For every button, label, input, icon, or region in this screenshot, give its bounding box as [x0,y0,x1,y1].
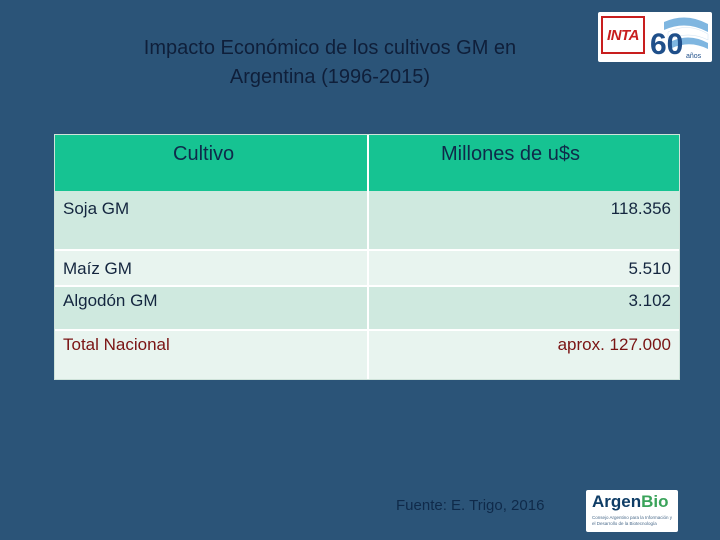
crop-name: Algodón GM [63,291,158,310]
table-header-row: Cultivo Millones de u$s [55,135,679,193]
argenbio-name-part1: Argen [592,492,642,511]
title-line-1: Impacto Económico de los cultivos GM en [143,37,517,59]
crop-name: Soja GM [63,199,130,218]
header-cell-crop: Cultivo [55,135,367,191]
total-label: Total Nacional [63,335,170,354]
inta-logo-box: INTA [601,16,645,54]
header-crop-label: Cultivo [173,143,235,165]
header-value-label: Millones de u$s [441,143,580,165]
crop-cell: Algodón GM [55,287,367,329]
crop-cell: Maíz GM [55,251,367,285]
total-value-cell: aprox. 127.000 [367,331,679,379]
total-value: aprox. 127.000 [557,335,671,354]
flag-stripe-top [664,17,708,32]
flag-stripe-middle [667,27,709,41]
header-cell-value: Millones de u$s [367,135,679,191]
argenbio-name-part2: Bio [641,492,669,511]
table-row: Maíz GM 5.510 [55,249,679,285]
argenbio-logo-name: ArgenBio [592,492,669,512]
source-citation: Fuente: E. Trigo, 2016 [396,497,545,514]
table-total-row: Total Nacional aprox. 127.000 [55,329,679,379]
crop-value: 5.510 [628,259,671,278]
argenbio-subtitle: Consejo Argentino para la Información y … [592,515,673,526]
crop-value: 3.102 [628,291,671,310]
value-cell: 3.102 [367,287,679,329]
crop-cell: Soja GM [55,191,367,249]
inta-logo-text: INTA [607,26,639,44]
economic-impact-table: Cultivo Millones de u$s Soja GM 118.356 … [54,134,680,380]
value-cell: 5.510 [367,251,679,285]
table-row: Algodón GM 3.102 [55,285,679,329]
anniversary-word: años [686,53,702,60]
crop-name: Maíz GM [63,259,132,278]
anniversary-number: 60 [650,28,683,60]
title-line-2: Argentina (1996-2015) [229,66,431,88]
anniversary-emblem: 60 años [650,17,709,60]
argenbio-logo: ArgenBio Consejo Argentino para la Infor… [586,490,678,532]
table-row: Soja GM 118.356 [55,191,679,249]
flag-stripe-bottom [672,37,708,49]
total-label-cell: Total Nacional [55,331,367,379]
crop-value: 118.356 [610,199,671,218]
value-cell: 118.356 [367,191,679,249]
inta-60-anos-logo: INTA 60 años [598,12,712,62]
slide-title: Impacto Económico de los cultivos GM en … [60,34,600,92]
